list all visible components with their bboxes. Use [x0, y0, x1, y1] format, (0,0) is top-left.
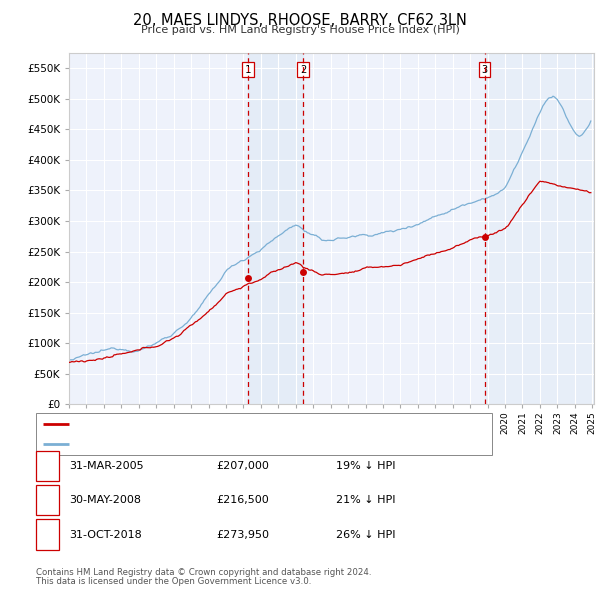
Text: 20, MAES LINDYS, RHOOSE, BARRY, CF62 3LN: 20, MAES LINDYS, RHOOSE, BARRY, CF62 3LN: [133, 13, 467, 28]
Text: 30-MAY-2008: 30-MAY-2008: [69, 496, 141, 505]
Text: 2: 2: [300, 64, 306, 74]
Text: £216,500: £216,500: [216, 496, 269, 505]
Text: 26% ↓ HPI: 26% ↓ HPI: [336, 530, 395, 539]
Text: 19% ↓ HPI: 19% ↓ HPI: [336, 461, 395, 471]
Text: 1: 1: [44, 461, 51, 471]
Text: £207,000: £207,000: [216, 461, 269, 471]
Text: This data is licensed under the Open Government Licence v3.0.: This data is licensed under the Open Gov…: [36, 578, 311, 586]
Text: 31-OCT-2018: 31-OCT-2018: [69, 530, 142, 539]
Text: 3: 3: [44, 530, 51, 539]
Text: 1: 1: [245, 64, 251, 74]
Text: 2: 2: [44, 496, 51, 505]
Bar: [485, 53, 594, 404]
Text: Price paid vs. HM Land Registry's House Price Index (HPI): Price paid vs. HM Land Registry's House …: [140, 25, 460, 35]
Text: 3: 3: [482, 64, 488, 74]
Bar: [248, 53, 303, 404]
Text: 20, MAES LINDYS, RHOOSE, BARRY, CF62 3LN (detached house): 20, MAES LINDYS, RHOOSE, BARRY, CF62 3LN…: [73, 419, 391, 430]
Text: HPI: Average price, detached house, Vale of Glamorgan: HPI: Average price, detached house, Vale…: [73, 440, 350, 450]
Text: £273,950: £273,950: [216, 530, 269, 539]
Text: 31-MAR-2005: 31-MAR-2005: [69, 461, 143, 471]
Text: Contains HM Land Registry data © Crown copyright and database right 2024.: Contains HM Land Registry data © Crown c…: [36, 568, 371, 577]
Text: 21% ↓ HPI: 21% ↓ HPI: [336, 496, 395, 505]
